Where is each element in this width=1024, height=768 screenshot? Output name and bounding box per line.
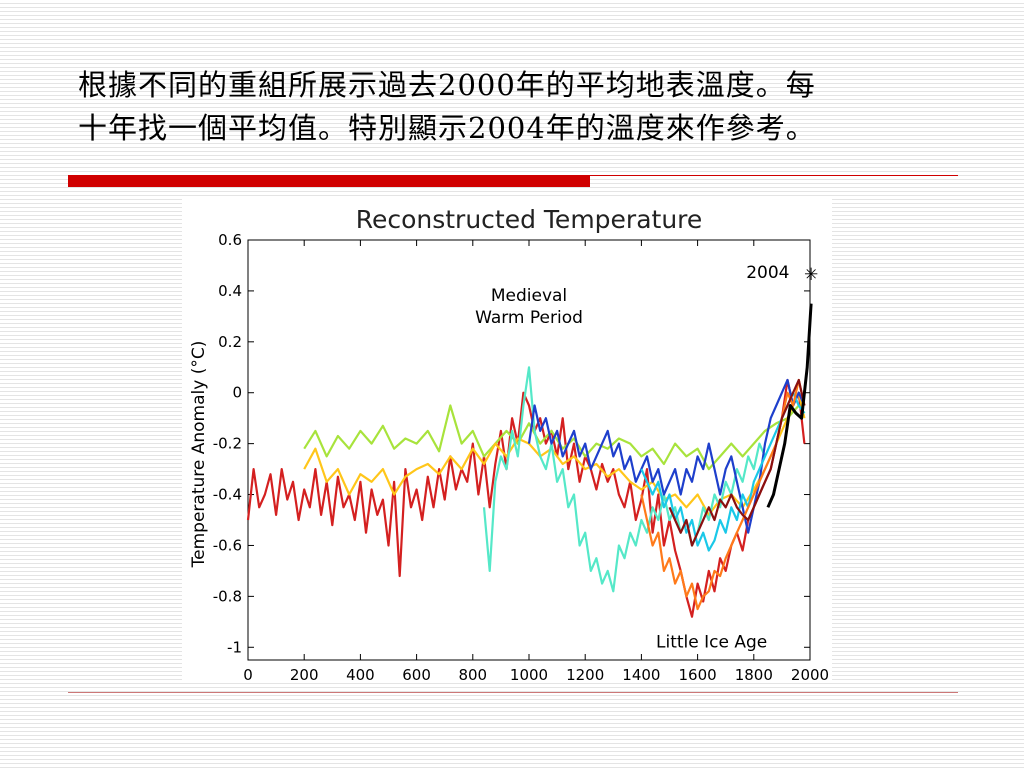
y-tick-label: -0.2 <box>213 435 242 453</box>
y-tick-label: -0.8 <box>213 587 242 605</box>
x-tick-label: 400 <box>346 666 375 682</box>
y-axis-label: Temperature Anomaly (°C) <box>189 341 209 569</box>
x-tick-label: 1800 <box>735 666 773 682</box>
axes-layer: 0 200 400 600 800 1000 1200 1400 1600 1800 2000 0.6… <box>213 231 829 682</box>
slide-title: 根據不同的重組所展示過去2000年的平均地表溫度。每 十年找一個平均值。特別顯示… <box>78 64 958 150</box>
slide-title-line-2: 十年找一個平均值。特別顯示2004年的溫度來作參考。 <box>78 111 816 145</box>
title-underline-thin <box>590 175 958 176</box>
bottom-rule <box>68 692 958 693</box>
x-tick-label: 2000 <box>791 666 829 682</box>
marker-2004-symbol: ✳ <box>804 265 818 285</box>
x-tick-label: 200 <box>290 666 319 682</box>
x-tick-label: 1400 <box>622 666 660 682</box>
year-2004-annotation: 2004 <box>746 263 789 283</box>
x-tick-label: 1200 <box>566 666 604 682</box>
series-layer <box>246 303 813 618</box>
x-tick-label: 800 <box>458 666 487 682</box>
series-line-8 <box>766 303 813 508</box>
series-line-7 <box>668 378 806 547</box>
medieval-warm-period-annotation: Medieval Warm Period <box>475 286 583 328</box>
y-tick-label: -0.6 <box>213 536 242 554</box>
temperature-chart-svg: Reconstructed Temperature Temperature An… <box>189 205 829 682</box>
series-line-1 <box>303 404 806 471</box>
annotations-layer: Medieval Warm Period Little Ice Age 2004 ✳ <box>475 263 818 652</box>
y-tick-label: 0.6 <box>218 231 242 249</box>
series-line-5 <box>640 391 806 552</box>
y-tick-label: -1 <box>227 638 242 656</box>
chart-title: Reconstructed Temperature <box>356 205 703 234</box>
little-ice-age-annotation: Little Ice Age <box>656 632 767 652</box>
year-2004-annotation-line: 2004 <box>746 263 789 283</box>
title-underline-thick <box>68 175 590 187</box>
x-tick-label: 0 <box>243 666 253 682</box>
x-tick-label: 600 <box>402 666 431 682</box>
little-ice-age-annotation-line: Little Ice Age <box>656 632 767 652</box>
title-underline-bar <box>68 175 958 187</box>
y-tick-label: 0.4 <box>218 282 242 300</box>
x-tick-label: 1600 <box>679 666 717 682</box>
slide-title-line-1: 根據不同的重組所展示過去2000年的平均地表溫度。每 <box>78 68 816 102</box>
y-tick-label: -0.4 <box>213 486 242 504</box>
temperature-chart: Reconstructed Temperature Temperature An… <box>182 196 832 682</box>
series-line-2 <box>303 391 806 516</box>
x-tick-label: 1000 <box>510 666 548 682</box>
medieval-warm-period-annotation-line: Warm Period <box>475 308 583 328</box>
medieval-warm-period-annotation-line: Medieval <box>491 286 567 306</box>
y-tick-label: 0 <box>232 384 242 402</box>
y-tick-label: 0.2 <box>218 333 242 351</box>
